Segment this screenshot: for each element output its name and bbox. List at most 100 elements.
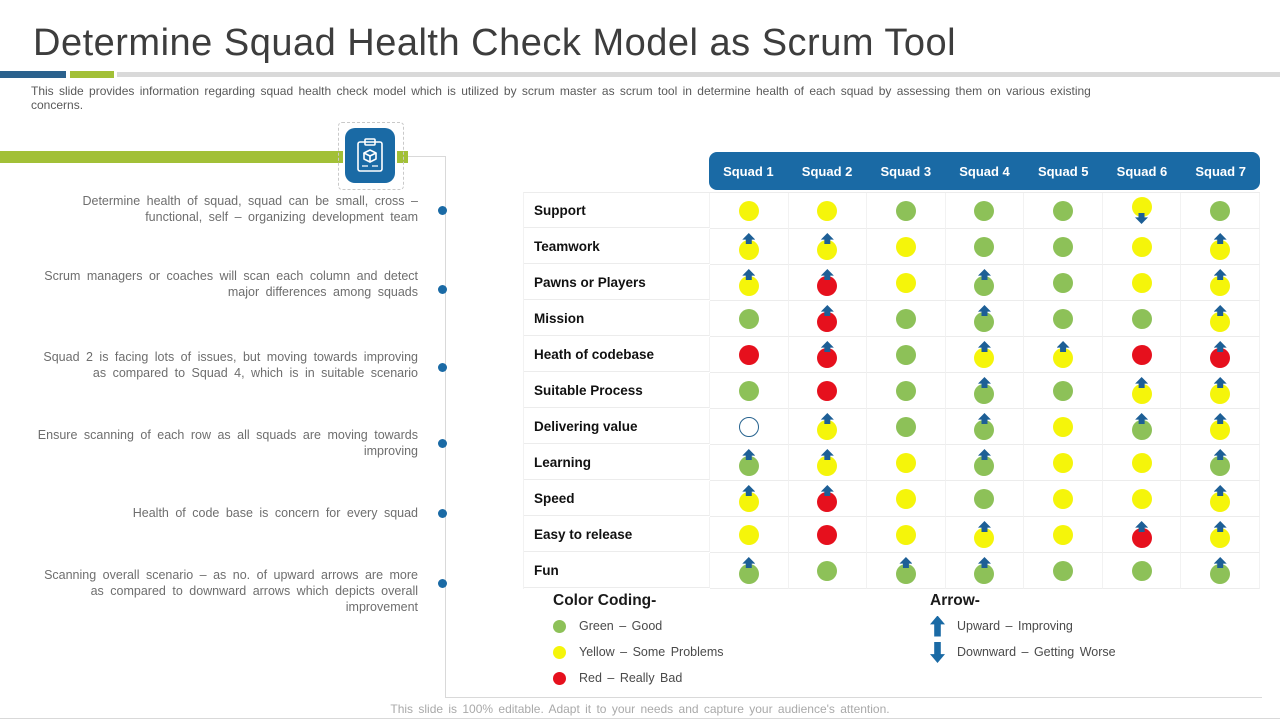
status-marker	[817, 380, 838, 401]
status-dot-yellow	[1210, 492, 1231, 512]
status-dot-green	[895, 344, 916, 365]
legend-label: Upward – Improving	[957, 619, 1073, 633]
status-dot-green	[738, 456, 759, 476]
status-marker	[1053, 452, 1074, 473]
status-dot-yellow	[1210, 384, 1231, 404]
status-cell	[788, 517, 868, 553]
row-label: Learning	[524, 445, 710, 480]
status-cell	[867, 229, 946, 265]
status-cell	[710, 409, 789, 445]
status-dot-green	[1210, 456, 1231, 476]
status-cell	[710, 337, 789, 373]
status-dot-red	[817, 492, 838, 512]
status-marker	[738, 416, 759, 437]
status-marker	[1210, 305, 1231, 332]
status-cell	[788, 553, 868, 589]
accent-bar	[0, 151, 408, 163]
note-item: Squad 2 is facing lots of issues, but mo…	[43, 350, 418, 380]
table-body: Support Teamwork Pawns or Players Mission He…	[523, 192, 1260, 589]
note-bullet	[438, 439, 447, 448]
status-marker	[1131, 344, 1152, 365]
status-dot-yellow	[1210, 312, 1231, 332]
status-marker	[1210, 269, 1231, 296]
status-cell	[867, 553, 946, 589]
status-marker	[817, 413, 838, 440]
status-cell	[1102, 337, 1182, 373]
status-marker	[817, 269, 838, 296]
column-header: Squad 2	[801, 163, 853, 179]
status-dot-yellow	[817, 200, 838, 221]
page-title: Determine Squad Health Check Model as Sc…	[33, 22, 957, 64]
status-marker	[974, 377, 995, 404]
status-cell	[1024, 265, 1103, 301]
up-arrow-icon	[820, 485, 834, 496]
status-marker	[1131, 236, 1152, 257]
status-marker	[895, 557, 916, 584]
up-arrow-icon	[1213, 485, 1227, 496]
status-marker	[738, 200, 759, 221]
color-legend-title: Color Coding-	[553, 592, 657, 609]
status-cell	[867, 517, 946, 553]
status-dot-yellow	[1053, 524, 1074, 545]
status-marker	[974, 557, 995, 584]
status-cell	[1024, 373, 1103, 409]
status-cell	[1181, 301, 1260, 337]
status-marker	[817, 233, 838, 260]
status-dot-yellow	[738, 524, 759, 545]
status-marker	[738, 269, 759, 296]
status-cell	[1024, 409, 1103, 445]
status-dot-green	[974, 456, 995, 476]
status-marker	[817, 449, 838, 476]
up-arrow-icon	[1213, 413, 1227, 424]
status-cell	[710, 265, 789, 301]
status-marker	[974, 413, 995, 440]
status-cell	[710, 373, 789, 409]
status-cell	[788, 373, 868, 409]
column-header: Squad 4	[959, 163, 1010, 179]
status-marker	[1210, 377, 1231, 404]
status-dot-green	[974, 488, 995, 509]
status-dot-green	[1053, 200, 1074, 221]
status-dot-green	[974, 420, 995, 440]
status-marker	[1131, 377, 1152, 404]
up-arrow-icon	[1213, 521, 1227, 532]
status-cell	[1181, 265, 1260, 301]
status-dot-green	[1053, 560, 1074, 581]
status-cell	[867, 373, 946, 409]
divider-blue-segment	[0, 71, 66, 78]
up-arrow-icon	[1135, 413, 1149, 424]
status-marker	[738, 557, 759, 584]
status-cell	[945, 373, 1025, 409]
row-label: Pawns or Players	[524, 265, 710, 300]
status-cell	[788, 445, 868, 481]
status-marker	[1131, 560, 1152, 581]
status-dot-green	[1053, 308, 1074, 329]
status-marker	[895, 380, 916, 401]
status-dot-red	[1131, 528, 1152, 548]
status-dot-yellow	[817, 240, 838, 260]
up-arrow-icon	[742, 485, 756, 496]
status-cell	[945, 229, 1025, 265]
slide-subtitle: This slide provides information regardin…	[31, 84, 1091, 112]
status-cell	[788, 301, 868, 337]
note-bullet	[438, 509, 447, 518]
up-arrow-icon	[1213, 557, 1227, 568]
status-marker	[1053, 416, 1074, 437]
status-dot-red	[817, 276, 838, 296]
status-marker	[1210, 485, 1231, 512]
up-arrow-icon	[742, 557, 756, 568]
down-arrow-icon	[930, 642, 945, 663]
status-marker	[1131, 308, 1152, 329]
status-dot-green	[1210, 200, 1231, 221]
status-dot-yellow	[1053, 348, 1074, 368]
status-cell	[1024, 445, 1103, 481]
up-arrow-icon	[1213, 305, 1227, 316]
up-arrow-icon	[742, 269, 756, 280]
icon-dashed-frame	[338, 122, 404, 190]
arrow-legend-item: Upward – Improving	[930, 615, 1116, 637]
status-cell	[710, 553, 789, 589]
status-dot-red	[817, 524, 838, 545]
status-cell	[1102, 265, 1182, 301]
status-cell	[1102, 409, 1182, 445]
status-cell	[1024, 337, 1103, 373]
